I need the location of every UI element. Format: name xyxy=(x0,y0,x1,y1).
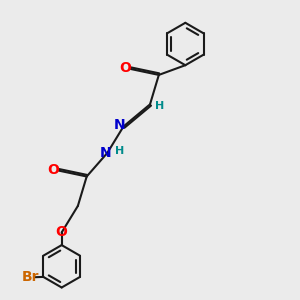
Text: Br: Br xyxy=(21,271,39,284)
Text: O: O xyxy=(47,163,59,177)
Text: H: H xyxy=(155,101,164,111)
Text: N: N xyxy=(113,118,125,132)
Text: H: H xyxy=(115,146,124,157)
Text: O: O xyxy=(120,61,131,75)
Text: N: N xyxy=(100,146,112,160)
Text: O: O xyxy=(56,225,68,239)
